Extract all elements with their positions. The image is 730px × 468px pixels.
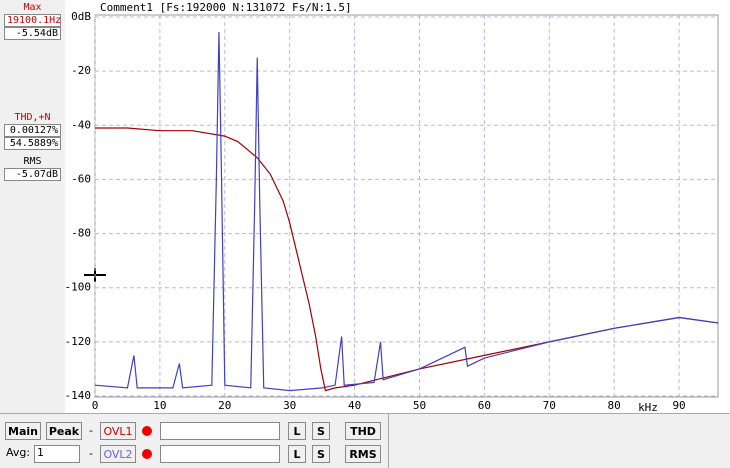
rms-panel: RMS -5.07dB (4, 156, 61, 181)
spectrum-chart: Comment1 [Fs:192000 N:131072 Fs/N:1.5] 0… (65, 1, 719, 413)
record-dot[interactable] (142, 426, 152, 436)
record-dot[interactable] (142, 449, 152, 459)
ovl2-button[interactable]: OVL2 (100, 445, 136, 463)
rms-button[interactable]: RMS (345, 445, 381, 463)
max-freq: 19100.1Hz (4, 14, 61, 27)
y-tick-label: -120 (65, 335, 92, 348)
spectrum-line (94, 31, 719, 392)
s-button[interactable]: S (312, 445, 330, 463)
thd-button[interactable]: THD (345, 422, 381, 440)
thd-label: THD,+N (14, 112, 51, 123)
y-tick-label: -60 (71, 172, 91, 185)
y-tick-label: -140 (65, 389, 92, 402)
x-tick-label: 0 (92, 399, 99, 412)
separator (388, 414, 389, 468)
spectrum-line (95, 127, 719, 392)
rms-label: RMS (23, 156, 42, 167)
x-tick-label: 40 (348, 399, 361, 412)
l-button[interactable]: L (288, 445, 306, 463)
y-tick-label: -40 (71, 118, 91, 131)
ovl2-field[interactable] (160, 445, 280, 463)
x-tick-label: 20 (218, 399, 231, 412)
x-tick-label: 10 (153, 399, 166, 412)
y-tick-label: -20 (71, 64, 91, 77)
x-tick-label: 60 (478, 399, 491, 412)
avg-select[interactable]: 1 (34, 445, 80, 463)
x-unit: kHz (638, 401, 658, 413)
max-panel: Max 19100.1Hz -5.54dB (4, 2, 61, 40)
y-tick-label: 0dB (71, 10, 91, 23)
rms-level: -5.07dB (4, 168, 61, 181)
max-label: Max (23, 2, 42, 13)
toolbar: Main Peak Avg: 1 - - OVL1 OVL2 L S L S T… (0, 413, 730, 468)
avg-label: Avg: (6, 446, 31, 459)
plot-frame (94, 14, 719, 398)
peak-button[interactable]: Peak (46, 422, 82, 440)
s-button[interactable]: S (312, 422, 330, 440)
max-level: -5.54dB (4, 27, 61, 40)
thd-value: 0.00127% (4, 124, 61, 137)
x-tick-label: 70 (543, 399, 556, 412)
ovl1-button[interactable]: OVL1 (100, 422, 136, 440)
y-tick-label: -100 (65, 281, 92, 294)
thdn-value: 54.5889% (4, 137, 61, 150)
thd-panel: THD,+N 0.00127% 54.5889% (4, 112, 61, 150)
comment: Comment1 [Fs:192000 N:131072 Fs/N:1.5] (100, 1, 352, 14)
main-button[interactable]: Main (5, 422, 41, 440)
x-tick-label: 30 (283, 399, 296, 412)
x-tick-label: 80 (608, 399, 621, 412)
dash: - (89, 424, 93, 437)
dash: - (89, 447, 93, 460)
plot-bg (65, 0, 730, 413)
y-tick-label: -80 (71, 227, 91, 240)
x-tick-label: 50 (413, 399, 426, 412)
l-button[interactable]: L (288, 422, 306, 440)
ovl1-field[interactable] (160, 422, 280, 440)
x-tick-label: 90 (672, 399, 685, 412)
